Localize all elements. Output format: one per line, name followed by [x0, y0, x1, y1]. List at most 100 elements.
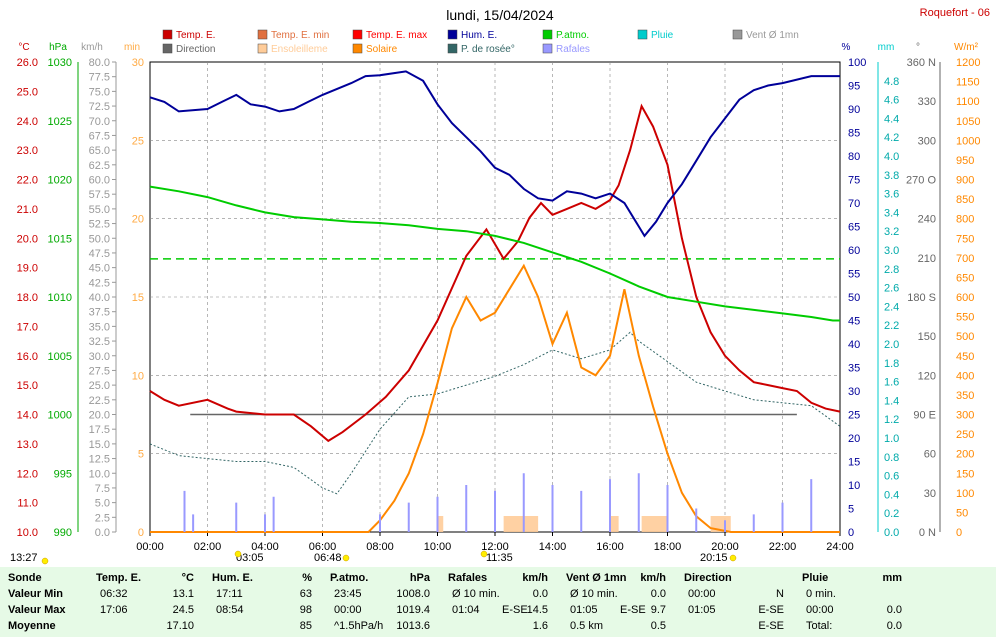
series-line [149, 70, 840, 238]
stats-time: 0.5 km [570, 620, 604, 632]
stats-header: Temp. E. [96, 572, 142, 584]
legend-label: Temp. E. max [366, 30, 427, 41]
stats-time: 00:00 [688, 588, 716, 600]
temp-tick: 11.0 [17, 498, 38, 510]
temp-tick: 26.0 [17, 57, 38, 69]
x-tick: 08:00 [366, 541, 394, 553]
series-line [150, 263, 840, 533]
unit-label-hum: % [842, 42, 851, 53]
solar-tick: 800 [956, 214, 974, 226]
wind-tick: 55.0 [89, 204, 110, 216]
stats-unit: hPa [409, 572, 430, 584]
press-tick: 990 [54, 527, 72, 539]
legend-label: Pluie [651, 30, 674, 41]
wind-tick: 10.0 [89, 468, 110, 480]
stats-value: 0.0 [650, 588, 666, 600]
stats-header: Vent Ø 1mn [566, 572, 627, 584]
solar-tick: 1050 [956, 116, 980, 128]
solar-tick: 550 [956, 312, 974, 324]
wind-tick: 27.5 [89, 365, 110, 377]
rain-tick: 2.8 [884, 264, 899, 276]
wind-tick: 30.0 [89, 351, 110, 363]
rain-tick: 0.8 [884, 452, 899, 464]
x-tick: 04:00 [251, 541, 279, 553]
rain-tick: 4.0 [884, 151, 899, 163]
wind-tick: 72.5 [89, 101, 110, 113]
unit-label-sun: min [124, 42, 140, 53]
rain-tick: 4.8 [884, 76, 899, 88]
stats-value: 13.1 [172, 588, 194, 600]
stats-value: 63 [299, 588, 312, 600]
sun-tick: 15 [132, 292, 144, 304]
press-tick: 1010 [48, 292, 72, 304]
hum-tick: 70 [848, 198, 860, 210]
legend-swatch [257, 29, 268, 40]
hum-tick: 35 [848, 363, 860, 375]
hum-tick: 80 [848, 151, 860, 163]
hum-tick: 20 [848, 433, 860, 445]
solar-tick: 0 [956, 527, 962, 539]
stats-header: P.atmo. [330, 572, 369, 584]
solar-tick: 700 [956, 253, 974, 265]
temp-tick: 10.0 [17, 527, 38, 539]
sun-event-time: 13:27 [10, 552, 38, 564]
stats-time: 06:32 [100, 588, 128, 600]
stats-time: 01:05 [688, 604, 716, 616]
series-line [149, 185, 840, 322]
hum-tick: 25 [848, 410, 860, 422]
solar-tick: 300 [956, 410, 974, 422]
rain-tick: 2.2 [884, 320, 899, 332]
solar-tick: 1100 [956, 96, 980, 108]
solar-tick: 450 [956, 351, 974, 363]
wind-tick: 75.0 [89, 86, 110, 98]
press-tick: 995 [54, 468, 72, 480]
stats-time: 08:54 [216, 604, 244, 616]
stats-table: Sonde Temp. E. °C Hum. E.% P.atmo. hPa Rafales… [0, 567, 996, 637]
unit-label-solar: W/m² [954, 42, 979, 53]
stats-value: 1008.0 [396, 588, 430, 600]
solar-tick: 1150 [956, 77, 980, 89]
press-tick: 1020 [48, 175, 72, 187]
temp-tick: 22.0 [17, 175, 38, 187]
press-tick: 1005 [48, 351, 72, 363]
stats-time: 01:05 [570, 604, 598, 616]
stats-unit: % [302, 572, 312, 584]
solar-tick: 750 [956, 233, 974, 245]
rain-tick: 0.4 [884, 489, 899, 501]
stats-value: 24.5 [172, 604, 194, 616]
solar-tick: 1200 [956, 57, 980, 69]
rain-tick: 0.6 [884, 471, 899, 483]
legend-label: Solaire [366, 44, 398, 55]
temp-tick: 17.0 [17, 321, 38, 333]
x-tick: 20:00 [711, 541, 739, 553]
legend-label: Vent Ø 1mn [746, 30, 799, 41]
solar-tick: 150 [956, 468, 974, 480]
temp-tick: 18.0 [17, 292, 38, 304]
solar-tick: 100 [956, 488, 974, 500]
hum-tick: 45 [848, 316, 860, 328]
hum-tick: 30 [848, 386, 860, 398]
temp-tick: 13.0 [17, 439, 38, 451]
temp-tick: 25.0 [17, 86, 38, 98]
wind-tick: 15.0 [89, 439, 110, 451]
rain-tick: 3.2 [884, 226, 899, 238]
axes: 26.0 25.0 24.0 23.0 22.0 21.0 20.0 19.0 18.0 17.0… [17, 57, 981, 539]
station-name: Roquefort - 06 [920, 7, 990, 19]
stats-unit: mm [882, 572, 902, 584]
stats-value: 1019.4 [396, 604, 430, 616]
stats-unit: km/h [640, 572, 666, 584]
legend-swatch [162, 29, 173, 40]
legend-swatch [162, 43, 173, 54]
wind-tick: 60.0 [89, 175, 110, 187]
dir-tick: 90 E [913, 410, 936, 422]
rain-tick: 0.2 [884, 508, 899, 520]
temp-tick: 21.0 [17, 204, 38, 216]
wind-tick: 25.0 [89, 380, 110, 392]
temp-tick: 14.0 [17, 410, 38, 422]
dir-tick: 270 O [906, 175, 936, 187]
rain-tick: 4.4 [884, 113, 899, 125]
hum-tick: 100 [848, 57, 866, 69]
stats-header: Direction [684, 572, 732, 584]
stats-time: 01:04 [452, 604, 480, 616]
hum-tick: 15 [848, 457, 860, 469]
